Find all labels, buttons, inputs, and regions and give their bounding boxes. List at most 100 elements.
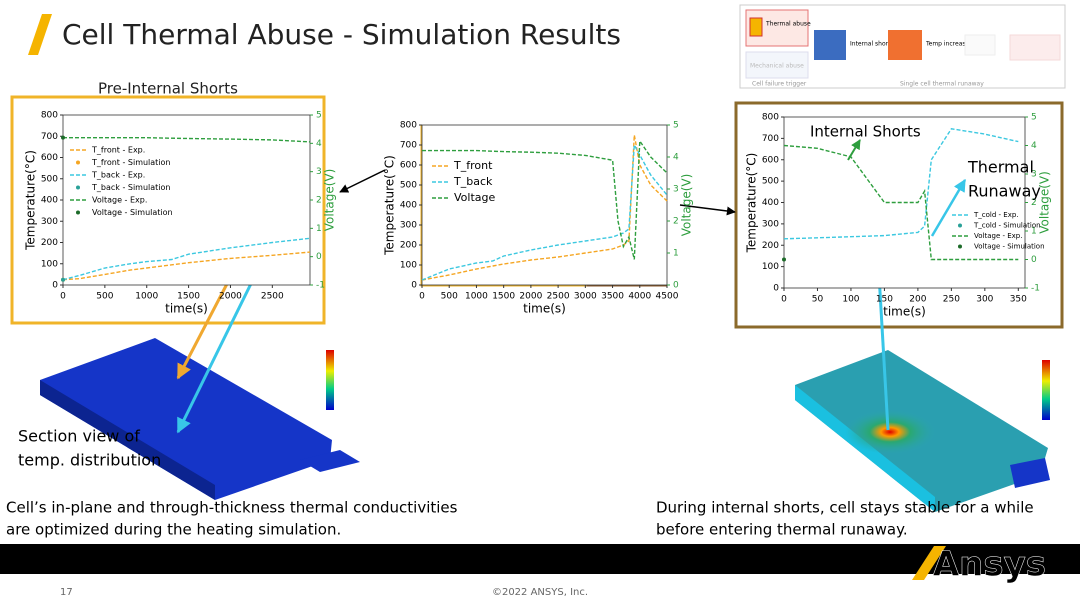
legend-label: T_front [453, 159, 493, 172]
logo-accent [912, 546, 946, 580]
plot-area [421, 124, 668, 286]
legend-label: T_back [453, 175, 493, 188]
y-axis-label: Temperature(°C) [383, 155, 397, 256]
series-line [422, 138, 668, 260]
x-tick-label: 300 [976, 295, 993, 305]
y-tick-label: 0 [773, 284, 779, 294]
plot-area [62, 114, 311, 286]
y2-tick-label: 1 [316, 224, 322, 234]
y2-tick-label: 5 [673, 121, 679, 131]
legend-swatch [958, 223, 962, 228]
cell-icon [749, 17, 763, 37]
cell-icon [814, 30, 846, 60]
caption-right: before entering thermal runaway. [656, 521, 908, 539]
y2-tick-label: 3 [673, 185, 679, 195]
y-tick-label: 300 [762, 219, 779, 229]
y-tick-label: 800 [41, 111, 58, 121]
y-tick-label: 400 [41, 196, 58, 206]
y-tick-label: 500 [762, 177, 779, 187]
x-tick-label: 50 [812, 295, 824, 305]
y-tick-label: 600 [762, 155, 779, 165]
legend-label: Voltage - Simulation [974, 243, 1045, 251]
x-tick-label: 350 [1010, 295, 1027, 305]
x-tick-label: 500 [441, 292, 458, 302]
series-line [421, 142, 668, 281]
caption-right: During internal shorts, cell stays stabl… [656, 499, 1034, 517]
legend-label: T_front - Exp. [91, 146, 145, 155]
x-tick-label: 200 [909, 295, 926, 305]
y-tick-label: 400 [762, 198, 779, 208]
y2-tick-label: 2 [673, 217, 679, 227]
y2-tick-label: 4 [1031, 141, 1037, 151]
legend-label: T_back - Simulation [91, 183, 170, 192]
y2-tick-label: -1 [316, 281, 325, 291]
y-tick-label: 600 [400, 161, 417, 171]
legend-swatch [76, 210, 80, 215]
y-tick-label: 200 [762, 241, 779, 251]
legend-label: Voltage - Exp. [974, 232, 1022, 240]
x-tick-label: 4000 [628, 292, 651, 302]
page-number: 17 [60, 587, 73, 598]
x-tick-label: 0 [781, 295, 787, 305]
y-tick-label: 300 [41, 217, 58, 227]
x-tick-label: 100 [842, 295, 859, 305]
charts: 0 500 1000 1500 2000 250001002003004005006007… [24, 111, 1052, 319]
y-tick-label: 700 [762, 134, 779, 144]
series-line [783, 128, 1019, 240]
caption-left: Cell’s in-plane and through-thickness th… [6, 499, 458, 517]
mesh-legend [1042, 360, 1050, 420]
x-tick-label: 1500 [492, 292, 515, 302]
label: Cell failure trigger [752, 81, 807, 88]
y-tick-label: 300 [400, 221, 417, 231]
y-tick-label: 800 [400, 121, 417, 131]
y-tick-label: 200 [400, 241, 417, 251]
arrow [339, 169, 386, 193]
y-tick-label: 400 [400, 201, 417, 211]
frame [10, 95, 326, 325]
series-marker [782, 257, 786, 262]
legend-swatch [76, 160, 80, 165]
section-view: temp. distribution [18, 451, 161, 470]
x-tick-label: 3500 [601, 292, 624, 302]
y2-tick-label: 5 [1031, 113, 1037, 123]
section-view: Section view of [18, 427, 140, 446]
y2-tick-label: 0 [1031, 255, 1037, 265]
process-diagram: Thermal abuse Mechanical abuse Cell fail… [739, 4, 1066, 89]
label: Internal shorting [850, 41, 900, 48]
y-tick-label: 100 [41, 259, 58, 269]
series-line [421, 134, 668, 281]
label: Single cell thermal runaway [900, 81, 984, 88]
legend-label: Voltage - Exp. [92, 196, 147, 205]
x-tick-label: 2500 [547, 292, 570, 302]
y2-axis-label: Voltage(V) [323, 169, 337, 232]
x-tick-label: 2000 [219, 292, 242, 302]
y-tick-label: 500 [400, 181, 417, 191]
y2-tick-label: 2 [1031, 198, 1037, 208]
box [745, 51, 809, 79]
x-tick-label: 2000 [519, 292, 542, 302]
label: Temp increase [925, 41, 969, 48]
x-axis-label: time(s) [883, 305, 926, 319]
series-line [63, 137, 311, 143]
legend-swatch [76, 185, 80, 190]
y2-axis-label: Voltage(V) [680, 174, 694, 237]
y-tick-label: 100 [400, 261, 417, 271]
footer-band [0, 544, 1080, 574]
mesh-left [40, 338, 360, 500]
series-line [62, 237, 311, 281]
y2-tick-label: 3 [316, 167, 322, 177]
x-axis-label: time(s) [523, 302, 566, 316]
x-tick-label: 1000 [465, 292, 488, 302]
hot-spot [845, 410, 935, 454]
caption-left: are optimized during the heating simulat… [6, 521, 341, 539]
mesh-right [795, 350, 1050, 512]
y-axis-label: Temperature(°C) [745, 153, 759, 254]
logo: Ansys [933, 545, 1046, 585]
mesh-tab [1010, 458, 1050, 488]
box [1009, 34, 1061, 61]
series-line [783, 144, 1019, 261]
annotation: Internal Shorts [810, 123, 921, 141]
arrow [679, 204, 736, 216]
title: Cell Thermal Abuse - Simulation Results [62, 18, 621, 51]
legend-swatch [958, 244, 962, 249]
